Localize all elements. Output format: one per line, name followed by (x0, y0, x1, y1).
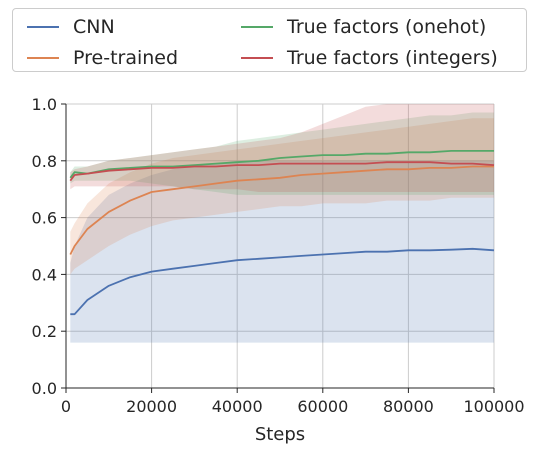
legend: CNN Pre-trained True factors (onehot) Tr… (12, 8, 527, 72)
x-tick-label: 80000 (383, 397, 434, 416)
axes: 0 20000 40000 60000 80000 100000 0.0 0.2 0.4 0.6 0… (32, 95, 525, 416)
legend-swatch-pre-trained (27, 57, 59, 59)
legend-label-cnn: CNN (73, 16, 115, 38)
band-pre-trained (70, 118, 495, 275)
x-tick-label: 0 (61, 397, 71, 416)
y-tick-label: 1.0 (32, 95, 57, 114)
legend-item-true-factors-integers: True factors (integers) (241, 46, 498, 70)
legend-label-pre-trained: Pre-trained (73, 47, 179, 69)
legend-swatch-true-factors-integers (241, 57, 273, 59)
y-tick-label: 0.6 (32, 209, 57, 228)
legend-label-true-factors-integers: True factors (integers) (287, 47, 498, 69)
grid-lines (65, 103, 495, 389)
legend-item-cnn: CNN (27, 15, 115, 39)
x-tick-label: 60000 (297, 397, 348, 416)
legend-swatch-true-factors-onehot (241, 26, 273, 28)
series-line-true-factors-integers (69, 161, 495, 182)
x-tick-label: 100000 (463, 397, 524, 416)
y-tick-label: 0.8 (32, 152, 57, 171)
legend-item-pre-trained: Pre-trained (27, 46, 178, 70)
series-line-true-factors-onehot (69, 149, 494, 179)
y-tick-label: 0.4 (32, 265, 57, 284)
x-axis-label: Steps (255, 424, 305, 445)
y-tick-label: 0.2 (32, 322, 57, 341)
band-true-factors-onehot (70, 112, 495, 195)
series-line-pre-trained (69, 165, 494, 255)
x-tick-label: 20000 (126, 397, 177, 416)
x-tick-label: 40000 (212, 397, 263, 416)
y-tick-label: 0.0 (32, 379, 57, 398)
band-cnn (70, 160, 495, 343)
series-line-cnn (70, 247, 495, 316)
legend-item-true-factors-onehot: True factors (onehot) (241, 15, 486, 39)
confidence-bands (70, 104, 495, 343)
legend-swatch-cnn (27, 26, 59, 28)
plot-area (66, 104, 494, 388)
legend-label-true-factors-onehot: True factors (onehot) (287, 16, 487, 38)
series-lines (69, 149, 495, 316)
